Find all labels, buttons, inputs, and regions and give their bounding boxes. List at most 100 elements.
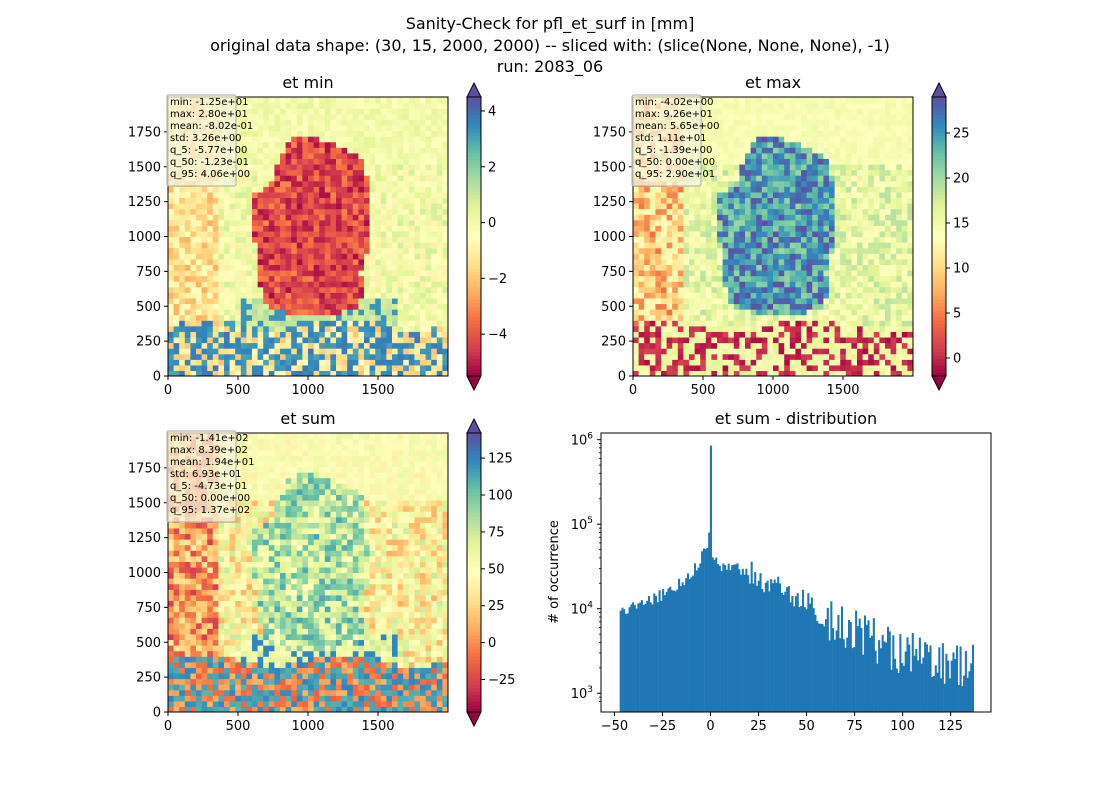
heatmap-cell (426, 237, 432, 243)
heatmap-cell (386, 359, 392, 365)
heatmap-cell (196, 270, 202, 276)
heatmap-cell (851, 298, 857, 304)
heatmap-cell (314, 253, 320, 259)
heatmap-cell (213, 259, 219, 265)
heatmap-cell (168, 315, 174, 321)
heatmap-cell (773, 186, 779, 192)
colorbar-segment (467, 345, 481, 349)
heatmap-cell (795, 320, 801, 326)
heatmap-cell (431, 281, 437, 287)
heatmap-cell (896, 343, 902, 349)
heatmap-cell (863, 231, 869, 237)
heatmap-cell (672, 264, 678, 270)
heatmap-cell (689, 203, 695, 209)
heatmap-cell (784, 153, 790, 159)
heatmap-cell (683, 326, 689, 332)
heatmap-cell (767, 186, 773, 192)
heatmap-cell (431, 315, 437, 321)
heatmap-cell (325, 365, 331, 371)
heatmap-cell (258, 158, 264, 164)
colorbar-segment (467, 219, 481, 223)
heatmap-cell (431, 114, 437, 120)
heatmap-cell (302, 142, 308, 148)
heatmap-cell (190, 192, 196, 198)
heatmap-cell (241, 320, 247, 326)
heatmap-cell (375, 181, 381, 187)
heatmap-cell (353, 320, 359, 326)
colorbar-segment (467, 209, 481, 213)
heatmap-cell (807, 242, 813, 248)
heatmap-cell (398, 103, 404, 109)
heatmap-cell (269, 237, 275, 243)
heatmap-cell (723, 125, 729, 131)
heatmap-cell (672, 276, 678, 282)
heatmap-cell (420, 209, 426, 215)
heatmap-cell (252, 315, 258, 321)
heatmap-cell (650, 264, 656, 270)
colorbar-segment (467, 125, 481, 129)
heatmap-cell (409, 181, 415, 187)
heatmap-cell (700, 326, 706, 332)
heatmap-cell (762, 309, 768, 315)
heatmap-cell (678, 259, 684, 265)
heatmap-cell (801, 237, 807, 243)
heatmap-cell (218, 303, 224, 309)
heatmap-cell (823, 331, 829, 337)
heatmap-cell (829, 248, 835, 254)
heatmap-cell (891, 192, 897, 198)
heatmap-cell (286, 309, 292, 315)
heatmap-cell (392, 320, 398, 326)
heatmap-cell (353, 270, 359, 276)
heatmap-cell (851, 281, 857, 287)
heatmap-cell (280, 253, 286, 259)
heatmap-cell (644, 270, 650, 276)
heatmap-cell (420, 270, 426, 276)
heatmap-cell (745, 136, 751, 142)
heatmap-cell (644, 264, 650, 270)
heatmap-cell (314, 343, 320, 349)
heatmap-cell (426, 164, 432, 170)
heatmap-cell (213, 348, 219, 354)
heatmap-cell (241, 186, 247, 192)
heatmap-cell (756, 186, 762, 192)
heatmap-cell (868, 287, 874, 293)
heatmap-cell (269, 119, 275, 125)
heatmap-cell (700, 348, 706, 354)
heatmap-cell (661, 354, 667, 360)
colorbar-segment (467, 118, 481, 122)
heatmap-cell (661, 270, 667, 276)
heatmap-cell (868, 276, 874, 282)
heatmap-cell (403, 354, 409, 360)
heatmap-cell (207, 348, 213, 354)
heatmap-cell (678, 276, 684, 282)
heatmap-cell (723, 303, 729, 309)
heatmap-cell (846, 242, 852, 248)
heatmap-cell (398, 309, 404, 315)
heatmap-cell (801, 337, 807, 343)
heatmap-cell (762, 158, 768, 164)
heatmap-cell (325, 320, 331, 326)
heatmap-cell (840, 259, 846, 265)
heatmap-cell (667, 231, 673, 237)
heatmap-cell (426, 119, 432, 125)
heatmap-cell (319, 220, 325, 226)
heatmap-cell (358, 276, 364, 282)
heatmap-cell (291, 142, 297, 148)
heatmap-cell (230, 292, 236, 298)
heatmap-cell (353, 348, 359, 354)
colorbar-segment (467, 299, 481, 303)
heatmap-cell (661, 276, 667, 282)
heatmap-cell (241, 181, 247, 187)
heatmap-cell (700, 242, 706, 248)
heatmap-cell (655, 203, 661, 209)
heatmap-cell (218, 348, 224, 354)
heatmap-cell (784, 231, 790, 237)
heatmap-cell (325, 181, 331, 187)
heatmap-cell (823, 259, 829, 265)
heatmap-cell (258, 331, 264, 337)
heatmap-cell (302, 343, 308, 349)
colorbar-segment (467, 142, 481, 146)
heatmap-cell (319, 320, 325, 326)
heatmap-cell (185, 359, 191, 365)
heatmap-cell (319, 359, 325, 365)
